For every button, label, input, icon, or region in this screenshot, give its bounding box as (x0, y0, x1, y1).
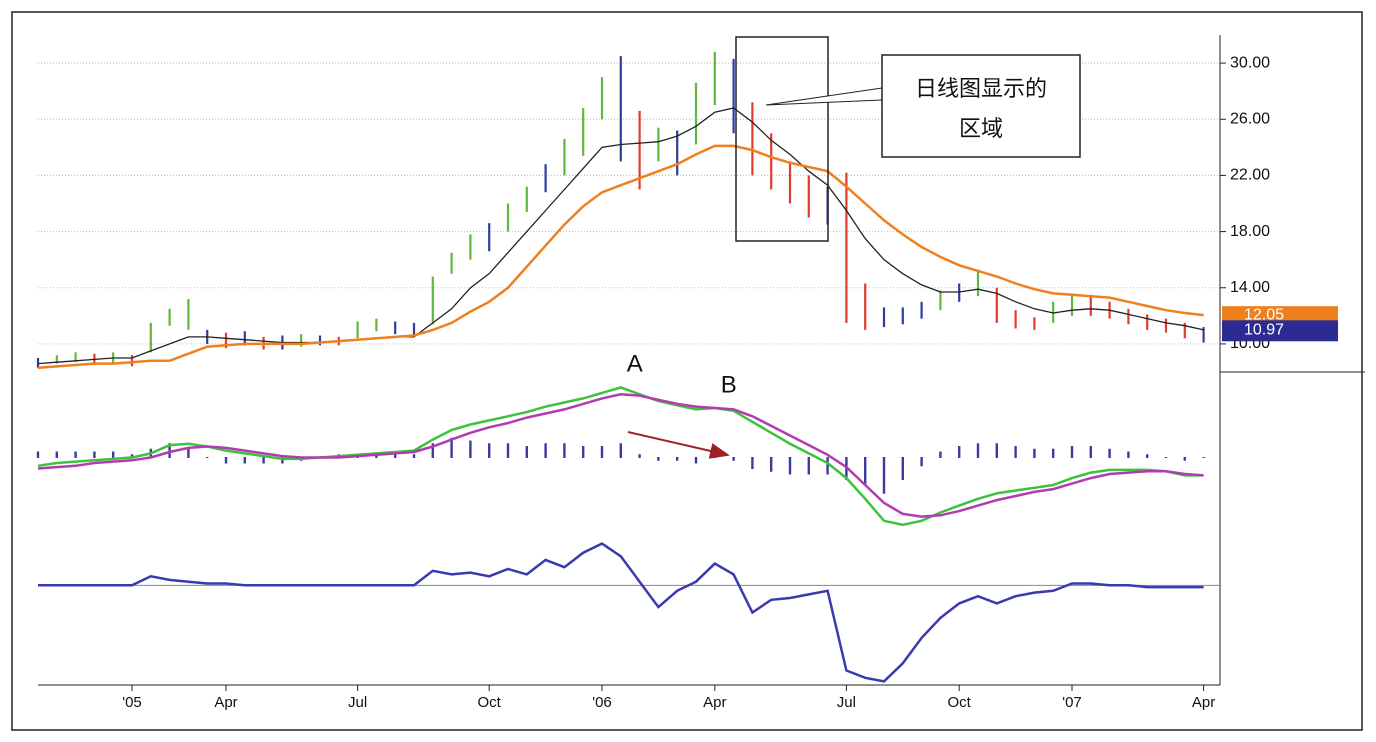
series-line (37, 107, 1204, 365)
histogram-bar (976, 443, 980, 458)
highlight-box (735, 36, 829, 242)
y-tick-label: 30.00 (1230, 54, 1270, 71)
histogram-bar (469, 440, 472, 458)
callout-box (881, 54, 1081, 158)
histogram-bar (262, 457, 265, 464)
histogram-bar (1108, 448, 1111, 458)
histogram-bar (713, 457, 716, 458)
histogram-bar (657, 457, 660, 461)
histogram-bar (1052, 448, 1055, 458)
annotation: B (721, 371, 737, 398)
y-tick-label: 18.00 (1230, 223, 1270, 240)
histogram-bar (224, 457, 228, 464)
y-tick-label: 26.00 (1230, 110, 1270, 127)
y-tick-label: 14.00 (1230, 279, 1270, 296)
histogram-bar (93, 451, 96, 458)
ma-label-box (1222, 306, 1338, 325)
x-tick-label: Apr (1192, 694, 1215, 711)
histogram-bar (431, 443, 434, 458)
histogram-bar (1014, 446, 1017, 458)
histogram-bar (74, 451, 77, 458)
y-tick-label: 22.00 (1230, 167, 1270, 184)
histogram-bar (506, 443, 510, 458)
frame (11, 11, 1363, 731)
histogram-bar (882, 457, 886, 494)
histogram-bar (450, 437, 453, 458)
histogram-bar (788, 457, 792, 475)
histogram-bar (770, 457, 773, 472)
callout-pointer (765, 87, 883, 106)
histogram-bar (901, 457, 904, 480)
histogram-bar (36, 451, 40, 458)
histogram-bar (582, 446, 585, 458)
histogram-bar (394, 454, 397, 458)
histogram-bar (375, 454, 378, 458)
series-line (37, 144, 1204, 370)
histogram-bar (206, 457, 209, 458)
last-price-label: 10.97 (1244, 322, 1284, 339)
histogram-bar (1127, 451, 1130, 458)
histogram-bar (1146, 454, 1149, 458)
histogram-bar (1202, 457, 1205, 458)
x-tick-label: Apr (703, 694, 726, 711)
callout-text: 区域 (959, 116, 1003, 141)
series-line (38, 542, 1204, 683)
histogram-bar (168, 443, 171, 458)
histogram-bar (920, 457, 923, 467)
histogram-bar (130, 454, 134, 458)
histogram-bar (826, 457, 829, 475)
x-tick-label: Jul (837, 694, 856, 711)
histogram-bar (694, 457, 698, 464)
x-tick-label: '05 (122, 694, 142, 711)
histogram-bar (1070, 446, 1074, 458)
histogram-bar (412, 454, 416, 458)
callout-text: 日线图显示的 (915, 76, 1047, 101)
histogram-bar (1164, 457, 1168, 458)
histogram-bar (995, 443, 998, 458)
x-tick-label: Oct (948, 694, 972, 711)
histogram-bar (187, 448, 190, 458)
x-tick-label: '06 (592, 694, 612, 711)
histogram-bar (638, 454, 641, 458)
histogram-bar (563, 443, 566, 458)
histogram-bar (751, 457, 754, 469)
last-price-box (1222, 320, 1338, 342)
series-line (37, 393, 1204, 518)
histogram-bar (488, 443, 491, 458)
ma-label: 12.05 (1244, 306, 1284, 323)
histogram-bar (1183, 457, 1186, 461)
x-tick-label: Oct (478, 694, 502, 711)
histogram-bar (864, 457, 867, 486)
x-tick-label: Apr (214, 694, 237, 711)
histogram-bar (243, 457, 246, 464)
histogram-bar (807, 457, 810, 475)
histogram-bar (281, 457, 284, 464)
histogram-bar (1089, 446, 1092, 458)
histogram-bar (112, 451, 115, 458)
histogram-bar (525, 446, 528, 458)
marks: 10.0014.0018.0022.0026.0030.0012.0510.97… (36, 51, 1338, 711)
x-tick-label: Jul (348, 694, 367, 711)
histogram-bar (600, 446, 604, 458)
histogram-bar (676, 457, 679, 461)
histogram-bar (939, 451, 942, 458)
histogram-bar (55, 451, 58, 458)
series-line (37, 386, 1204, 527)
histogram-bar (958, 446, 961, 458)
x-tick-label: '07 (1062, 694, 1082, 711)
arrow (627, 431, 730, 459)
histogram-bar (1033, 448, 1036, 458)
histogram-bar (619, 443, 622, 458)
histogram-bar (544, 443, 547, 458)
histogram-bar (732, 457, 735, 461)
annotation: A (627, 351, 643, 378)
